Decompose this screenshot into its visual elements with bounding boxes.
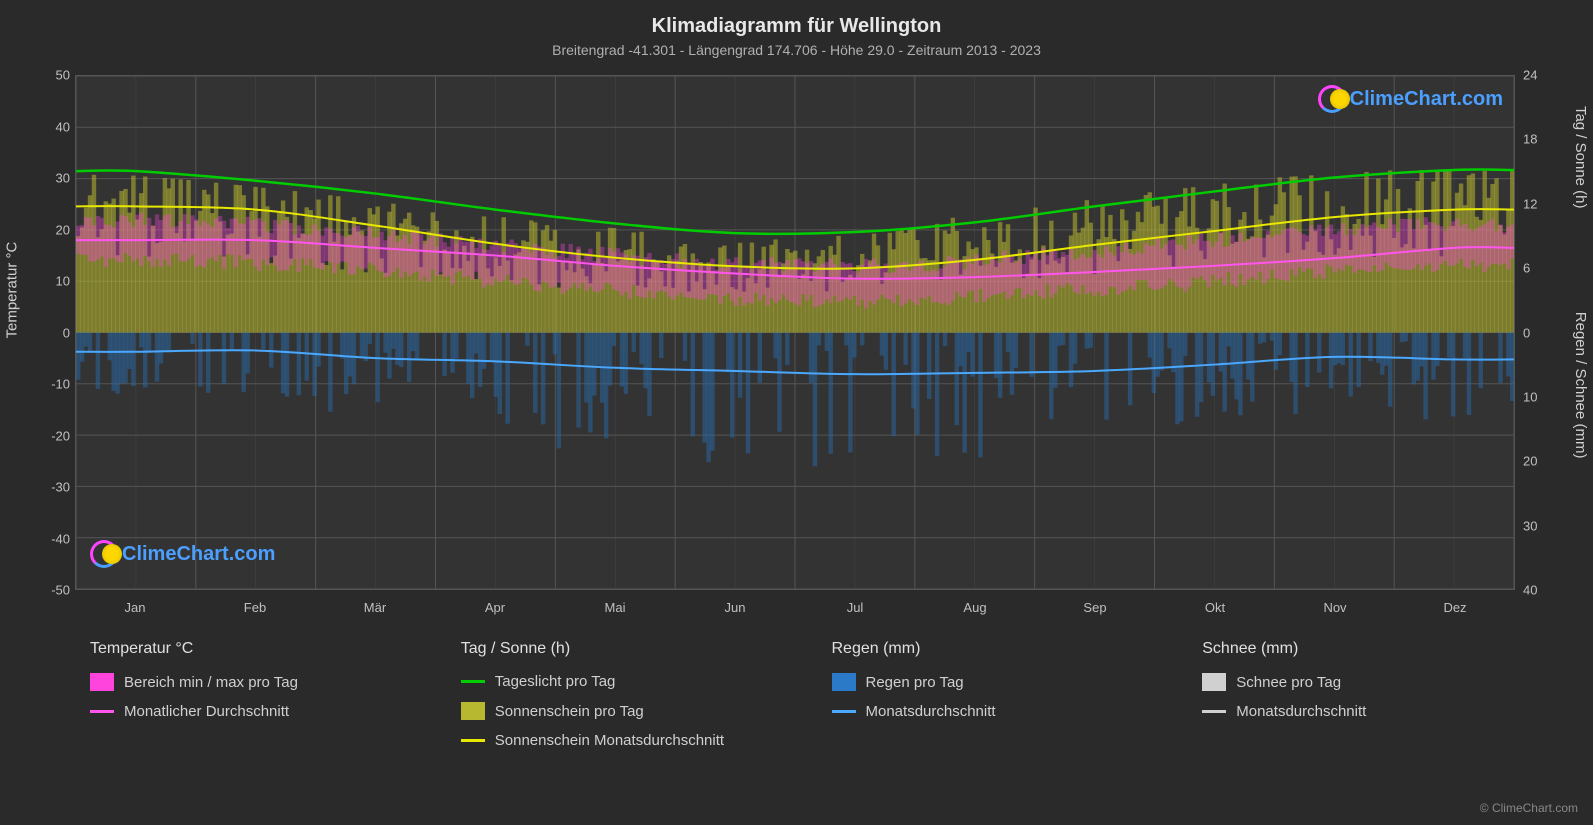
- legend-item: Bereich min / max pro Tag: [90, 673, 421, 691]
- legend-header: Schnee (mm): [1202, 640, 1533, 658]
- legend-column: Regen (mm) Regen pro Tag Monatsdurchschnit…: [832, 640, 1163, 761]
- x-tick-month: Aug: [963, 600, 986, 615]
- logo-text: ClimeChart.com: [1350, 88, 1503, 111]
- x-tick-month: Okt: [1205, 600, 1225, 615]
- legend-line-icon: [461, 680, 485, 683]
- y-left-tick: 40: [56, 119, 70, 134]
- logo-text: ClimeChart.com: [122, 543, 275, 566]
- y-axis-left: -50-40-30-20-1001020304050: [40, 75, 75, 590]
- x-tick-month: Nov: [1323, 600, 1346, 615]
- x-tick-month: Jul: [847, 600, 864, 615]
- y-left-tick: -20: [51, 428, 70, 443]
- y-axis-right-bottom-label: Regen / Schnee (mm): [1573, 312, 1590, 459]
- y-left-tick: 20: [56, 222, 70, 237]
- x-tick-month: Jun: [725, 600, 746, 615]
- y-right-tick-mm: 40: [1523, 583, 1537, 598]
- y-right-tick-mm: 20: [1523, 454, 1537, 469]
- legend-label: Monatsdurchschnitt: [1236, 703, 1366, 720]
- y-right-tick-hours: 0: [1523, 325, 1530, 340]
- plot-area: [75, 75, 1515, 590]
- x-tick-month: Mär: [364, 600, 386, 615]
- x-axis: Jan Feb Mär Apr Mai Jun Jul Aug Sep Okt Nov Dez: [75, 595, 1515, 620]
- legend-item: Monatsdurchschnitt: [832, 703, 1163, 720]
- y-axis-right: 0612182410203040: [1518, 75, 1553, 590]
- y-axis-right-top-label: Tag / Sonne (h): [1573, 106, 1590, 209]
- y-right-tick-hours: 24: [1523, 68, 1537, 83]
- legend-label: Monatlicher Durchschnitt: [124, 703, 289, 720]
- legend-column: Temperatur °C Bereich min / max pro Tag Mo…: [90, 640, 421, 761]
- legend-label: Sonnenschein pro Tag: [495, 703, 644, 720]
- logo-icon: [90, 540, 118, 568]
- legend-line-icon: [1202, 710, 1226, 713]
- legend-column: Schnee (mm) Schnee pro Tag Monatsdurchschn…: [1202, 640, 1533, 761]
- legend-line-icon: [832, 710, 856, 713]
- logo-bottom: ClimeChart.com: [90, 540, 275, 568]
- logo-top: ClimeChart.com: [1318, 85, 1503, 113]
- x-tick-month: Sep: [1083, 600, 1106, 615]
- y-axis-left-label: Temperatur °C: [4, 242, 21, 339]
- legend-item: Monatsdurchschnitt: [1202, 703, 1533, 720]
- x-tick-month: Dez: [1443, 600, 1466, 615]
- y-right-tick-hours: 12: [1523, 196, 1537, 211]
- legend-header: Tag / Sonne (h): [461, 640, 792, 658]
- y-right-tick-hours: 6: [1523, 261, 1530, 276]
- x-tick-month: Jan: [125, 600, 146, 615]
- legend-item: Schnee pro Tag: [1202, 673, 1533, 691]
- chart-title: Klimadiagramm für Wellington: [0, 15, 1593, 38]
- plot-svg: [76, 76, 1514, 589]
- y-right-tick-mm: 10: [1523, 389, 1537, 404]
- legend-label: Regen pro Tag: [866, 674, 964, 691]
- y-left-tick: 50: [56, 68, 70, 83]
- legend-line-icon: [90, 710, 114, 713]
- legend-item: Monatlicher Durchschnitt: [90, 703, 421, 720]
- y-left-tick: 30: [56, 171, 70, 186]
- legend-item: Sonnenschein Monatsdurchschnitt: [461, 732, 792, 749]
- y-left-tick: -30: [51, 480, 70, 495]
- y-right-tick-mm: 30: [1523, 518, 1537, 533]
- legend-header: Regen (mm): [832, 640, 1163, 658]
- chart-subtitle: Breitengrad -41.301 - Längengrad 174.706…: [0, 42, 1593, 58]
- x-tick-month: Apr: [485, 600, 505, 615]
- legend-item: Tageslicht pro Tag: [461, 673, 792, 690]
- legend-item: Regen pro Tag: [832, 673, 1163, 691]
- y-left-tick: -40: [51, 531, 70, 546]
- legend-label: Monatsdurchschnitt: [866, 703, 996, 720]
- y-right-tick-hours: 18: [1523, 132, 1537, 147]
- legend-label: Tageslicht pro Tag: [495, 673, 616, 690]
- legend-item: Sonnenschein pro Tag: [461, 702, 792, 720]
- legend-column: Tag / Sonne (h) Tageslicht pro Tag Sonnens…: [461, 640, 792, 761]
- legend-swatch-icon: [461, 702, 485, 720]
- y-left-tick: 10: [56, 274, 70, 289]
- y-left-tick: 0: [63, 325, 70, 340]
- y-left-tick: -10: [51, 377, 70, 392]
- legend-label: Bereich min / max pro Tag: [124, 674, 298, 691]
- logo-icon: [1318, 85, 1346, 113]
- copyright: © ClimeChart.com: [1480, 801, 1578, 815]
- x-tick-month: Feb: [244, 600, 266, 615]
- legend-line-icon: [461, 739, 485, 742]
- legend: Temperatur °C Bereich min / max pro Tag Mo…: [90, 640, 1533, 761]
- legend-swatch-icon: [90, 673, 114, 691]
- legend-swatch-icon: [1202, 673, 1226, 691]
- legend-label: Sonnenschein Monatsdurchschnitt: [495, 732, 724, 749]
- legend-label: Schnee pro Tag: [1236, 674, 1341, 691]
- x-tick-month: Mai: [605, 600, 626, 615]
- y-left-tick: -50: [51, 583, 70, 598]
- legend-header: Temperatur °C: [90, 640, 421, 658]
- legend-swatch-icon: [832, 673, 856, 691]
